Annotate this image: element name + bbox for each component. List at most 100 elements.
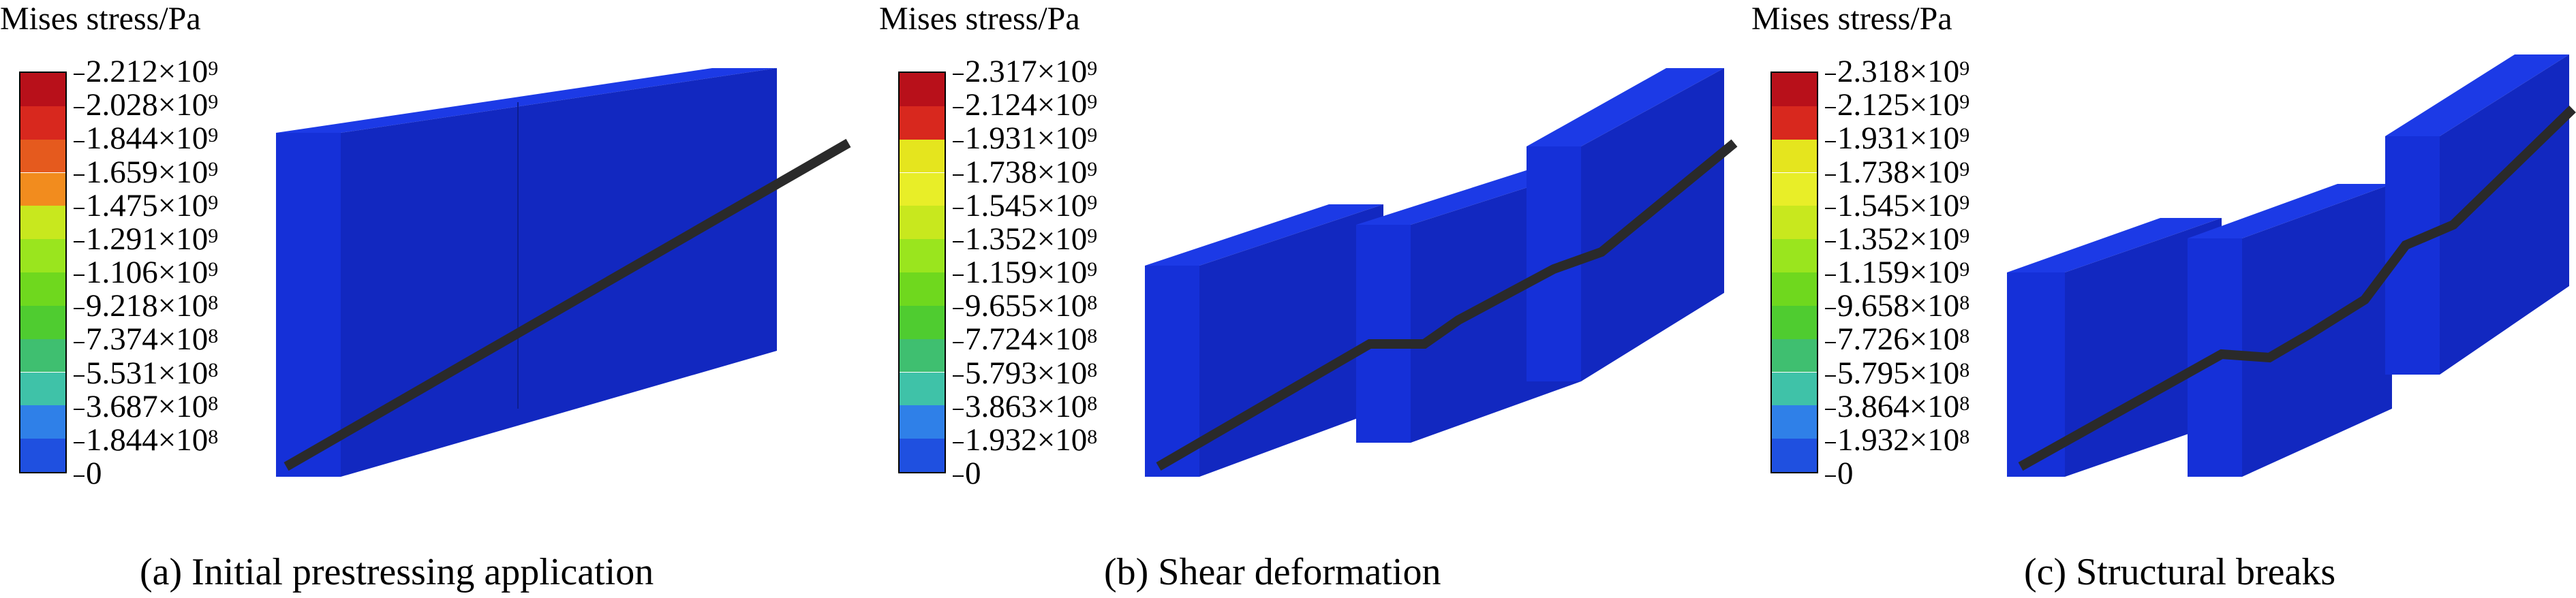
model-a <box>276 68 851 477</box>
colorbar-tick-label: 7.374×108 <box>74 322 218 356</box>
colorbar-segment <box>1772 305 1817 339</box>
colorbar-tick-label: 1.545×109 <box>1825 189 1969 223</box>
block-right-side <box>2440 54 2569 375</box>
block-top <box>276 68 777 133</box>
colorbar-segment <box>20 239 65 272</box>
colorbar-tick-label: 1.106×109 <box>74 255 218 289</box>
colorbar-tick-label: 2.028×109 <box>74 88 218 122</box>
colorbar-segment <box>20 106 65 140</box>
block-left-top <box>1145 204 1383 266</box>
colorbar-tick-label: 1.844×109 <box>74 121 218 155</box>
colorbar-tick-label: 9.655×108 <box>953 289 1097 323</box>
colorbar-tick-label: 1.931×109 <box>1825 121 1969 155</box>
colorbar-tick-label: 7.724×108 <box>953 322 1097 356</box>
colorbar-segment <box>900 73 945 106</box>
colorbar-segment <box>900 339 945 373</box>
block-right-top <box>1527 68 1724 146</box>
colorbar-tick-label: 1.738×109 <box>953 155 1097 189</box>
colorbar-segment <box>900 172 945 206</box>
colorbar-segment <box>20 372 65 406</box>
colorbar-segment <box>1772 206 1817 240</box>
colorbar-tick-label: 9.218×108 <box>74 289 218 323</box>
colorbar-segment <box>1772 339 1817 373</box>
colorbar <box>19 72 67 473</box>
panel-a: Mises stress/Pa 2.212×109 2.028×109 1.844×… <box>0 0 859 598</box>
colorbar-segment <box>900 272 945 306</box>
colorbar-segment <box>1772 372 1817 406</box>
legend-title: Mises stress/Pa <box>1751 1 1952 37</box>
tendon <box>1156 139 1738 471</box>
colorbar-segment <box>1772 172 1817 206</box>
block-right-side <box>1581 68 1724 381</box>
colorbar-segment <box>1772 439 1817 472</box>
colorbar-tick-label: 1.475×109 <box>74 189 218 223</box>
colorbar-tick-label: 1.932×108 <box>1825 423 1969 457</box>
block-left-front <box>2007 272 2065 477</box>
colorbar-segment <box>20 73 65 106</box>
colorbar-segment <box>900 439 945 472</box>
colorbar-segment <box>1772 73 1817 106</box>
colorbar-segment <box>20 139 65 173</box>
colorbar-tick-label: 0 <box>953 456 981 490</box>
colorbar-tick-label: 1.159×109 <box>1825 255 1969 289</box>
panel-b: Mises stress/Pa 2.317×109 2.124×109 1.931×… <box>879 0 1738 598</box>
colorbar-tick-label: 0 <box>74 456 102 490</box>
colorbar-tick-label: 3.863×108 <box>953 390 1097 424</box>
colorbar-tick-label: 2.317×109 <box>953 54 1097 89</box>
block-left-side <box>2065 218 2222 477</box>
panel-c: Mises stress/Pa 2.318×109 2.125×109 1.931×… <box>1751 0 2576 598</box>
colorbar-tick-label: 9.658×108 <box>1825 289 1969 323</box>
block-mid-top <box>2188 184 2392 238</box>
colorbar-tick-label: 2.212×109 <box>74 54 218 89</box>
colorbar-segment <box>20 206 65 240</box>
colorbar-segment <box>900 206 945 240</box>
caption: (b) Shear deformation <box>1104 551 1441 593</box>
colorbar-tick-label: 1.291×109 <box>74 222 218 256</box>
block-left-side <box>1199 204 1383 477</box>
block-left-top <box>2007 218 2222 272</box>
block-right-front <box>2385 136 2440 375</box>
colorbar-tick-label: 1.545×109 <box>953 189 1097 223</box>
colorbar-tick-label: 3.864×108 <box>1825 390 1969 424</box>
caption: (a) Initial prestressing application <box>140 551 654 593</box>
colorbar-tick-label: 2.318×109 <box>1825 54 1969 89</box>
caption: (c) Structural breaks <box>2024 551 2336 593</box>
colorbar-segment <box>20 405 65 439</box>
colorbar-segment <box>20 305 65 339</box>
colorbar-tick-label: 1.352×109 <box>953 222 1097 256</box>
colorbar-tick-label: 5.793×108 <box>953 356 1097 390</box>
colorbar-segment <box>900 305 945 339</box>
colorbar-segment <box>20 272 65 306</box>
colorbar-segment <box>1772 272 1817 306</box>
colorbar-segment <box>900 372 945 406</box>
block-left-front <box>1145 266 1199 477</box>
colorbar-tick-label: 1.659×109 <box>74 155 218 189</box>
colorbar-segment <box>20 439 65 472</box>
legend-title: Mises stress/Pa <box>879 1 1080 37</box>
colorbar-tick-label: 1.738×109 <box>1825 155 1969 189</box>
model-c <box>2007 54 2576 477</box>
colorbar-tick-label: 1.931×109 <box>953 121 1097 155</box>
colorbar-segment <box>1772 405 1817 439</box>
block-right-front <box>1527 146 1581 381</box>
colorbar-segment <box>1772 106 1817 140</box>
legend-title: Mises stress/Pa <box>0 1 201 37</box>
block-front <box>276 133 341 477</box>
colorbar-tick-label: 5.531×108 <box>74 356 218 390</box>
colorbar-tick-label: 1.352×109 <box>1825 222 1969 256</box>
colorbar-segment <box>1772 239 1817 272</box>
colorbar-tick-label: 0 <box>1825 456 1854 490</box>
colorbar-tick-label: 1.932×108 <box>953 423 1097 457</box>
colorbar-segment <box>900 106 945 140</box>
colorbar-segment <box>20 339 65 373</box>
block-mid-front <box>1356 225 1411 443</box>
colorbar-segment <box>20 172 65 206</box>
block-mid-top <box>1356 170 1581 225</box>
colorbar <box>1770 72 1818 473</box>
tendon <box>283 138 851 471</box>
tendon <box>2018 105 2576 471</box>
colorbar-segment <box>900 405 945 439</box>
colorbar-tick-label: 3.687×108 <box>74 390 218 424</box>
block-right-top <box>2385 54 2569 136</box>
colorbar-tick-label: 2.125×109 <box>1825 88 1969 122</box>
